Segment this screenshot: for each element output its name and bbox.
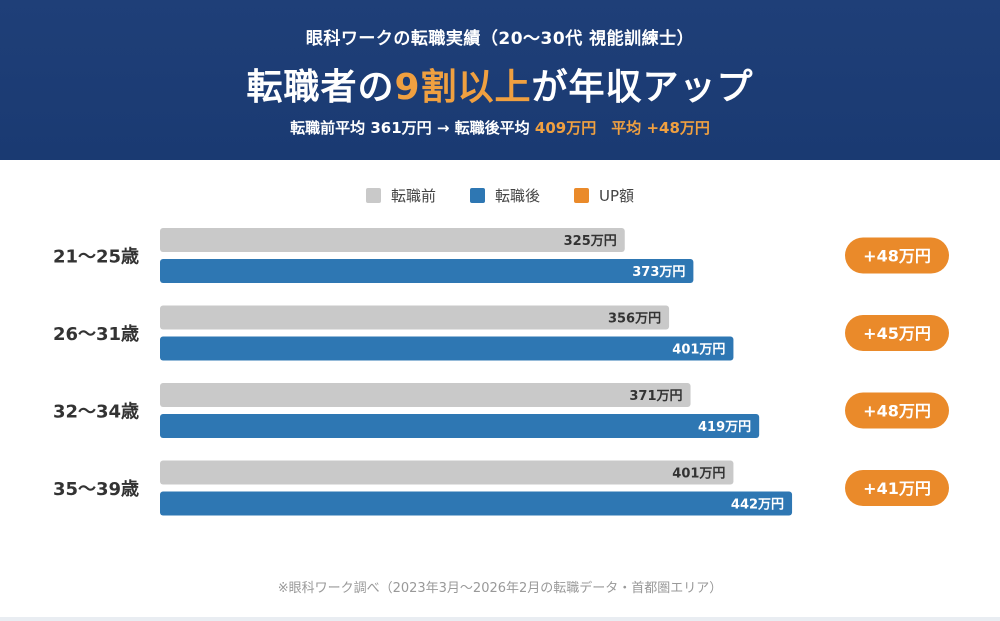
category-label: 26〜31歳 xyxy=(53,324,139,345)
summary-up: 平均 +48万円 xyxy=(611,119,710,137)
chart-legend: 転職前 転職後 UP額 xyxy=(0,185,1000,206)
bar-label-after: 401万円 xyxy=(672,343,725,358)
category-label: 21〜25歳 xyxy=(53,247,139,268)
bar-before xyxy=(160,460,734,485)
up-badge-label: +48万円 xyxy=(863,247,931,266)
legend-swatch-before xyxy=(365,188,381,203)
header-banner: 眼科ワークの転職実績（20〜30代 視能訓練士） 転職者の9割以上が年収アップ … xyxy=(0,0,1000,160)
summary-after-value: 409万円 xyxy=(534,119,597,137)
legend-swatch-up xyxy=(574,188,589,203)
legend-label-before: 転職前 xyxy=(390,187,436,205)
bar-after xyxy=(160,336,734,361)
summary-line: 転職前平均 361万円 → 転職後平均 409万円 平均 +48万円 xyxy=(0,117,1000,138)
title-pre: 転職者の xyxy=(246,67,395,108)
bottom-divider xyxy=(0,617,1000,621)
bar-label-before: 371万円 xyxy=(629,389,682,404)
legend-item-before: 転職前 xyxy=(365,185,436,206)
legend-label-up: UP額 xyxy=(599,187,635,205)
bar-label-before: 325万円 xyxy=(564,234,617,249)
up-badge xyxy=(845,392,949,429)
bar-after xyxy=(160,259,694,283)
bar-before xyxy=(160,228,625,252)
bar-label-after: 442万円 xyxy=(731,498,784,513)
up-badge xyxy=(845,470,949,506)
bar-after xyxy=(160,491,793,516)
summary-pre: 転職前平均 361万円 → 転職後平均 xyxy=(290,119,535,137)
title-post: が年収アップ xyxy=(531,67,754,108)
bar-label-before: 356万円 xyxy=(608,312,661,327)
chart-title: 転職者の9割以上が年収アップ xyxy=(0,58,1000,110)
category-label: 32〜34歳 xyxy=(53,402,139,423)
legend-item-after: 転職後 xyxy=(469,185,540,206)
legend-item-up: UP額 xyxy=(574,185,634,206)
bar-label-after: 373万円 xyxy=(632,265,685,280)
bar-before xyxy=(160,383,691,407)
bar-after xyxy=(160,414,760,438)
legend-swatch-after xyxy=(469,188,485,203)
up-badge xyxy=(845,237,949,274)
bar-label-before: 401万円 xyxy=(672,467,725,482)
up-badge-label: +48万円 xyxy=(863,402,931,421)
title-highlight: 9割以上 xyxy=(394,67,532,108)
category-label: 35〜39歳 xyxy=(53,479,139,500)
up-badge-label: +45万円 xyxy=(863,324,931,343)
up-badge-label: +41万円 xyxy=(863,479,931,498)
bar-before xyxy=(160,305,670,330)
chart-subtitle: 眼科ワークの転職実績（20〜30代 視能訓練士） xyxy=(305,29,695,49)
footnote: ※眼科ワーク調べ（2023年3月〜2026年2月の転職データ・首都圏エリア） xyxy=(277,581,723,596)
bar-label-after: 419万円 xyxy=(698,420,751,435)
up-badge xyxy=(845,315,949,351)
legend-label-after: 転職後 xyxy=(494,187,540,205)
